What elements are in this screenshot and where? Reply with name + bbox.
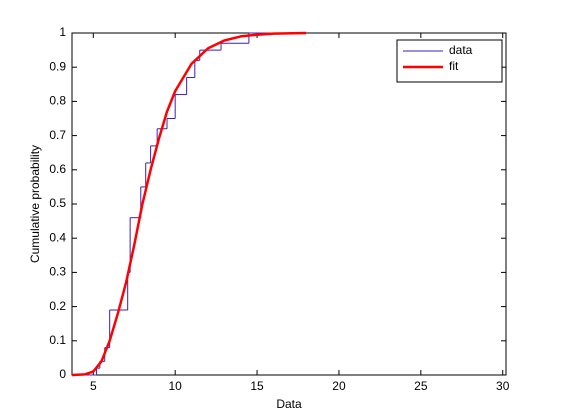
y-tick-label: 0 [59, 367, 66, 381]
y-tick-label: 0.2 [49, 299, 66, 313]
x-axis-label: Data [276, 397, 302, 411]
y-tick-label: 0.3 [49, 265, 66, 279]
legend-label: data [449, 43, 473, 57]
x-tick-label: 15 [250, 379, 264, 393]
legend-label: fit [449, 59, 459, 73]
x-tick-label: 30 [496, 379, 510, 393]
x-tick-label: 20 [332, 379, 346, 393]
legend-box [396, 39, 503, 83]
y-tick-label: 0.5 [49, 196, 66, 210]
y-tick-label: 1 [59, 25, 66, 39]
y-tick-label: 0.4 [49, 230, 66, 244]
y-tick-label: 0.1 [49, 333, 66, 347]
x-tick-label: 10 [168, 379, 182, 393]
x-tick-label: 5 [90, 379, 97, 393]
x-tick-label: 25 [414, 379, 428, 393]
y-tick-label: 0.9 [49, 59, 66, 73]
y-tick-label: 0.6 [49, 162, 66, 176]
y-tick-label: 0.7 [49, 128, 66, 142]
fit-line [71, 31, 307, 377]
y-tick-label: 0.8 [49, 94, 66, 108]
y-axis-label: Cumulative probability [28, 145, 42, 263]
axes-box [71, 32, 507, 376]
